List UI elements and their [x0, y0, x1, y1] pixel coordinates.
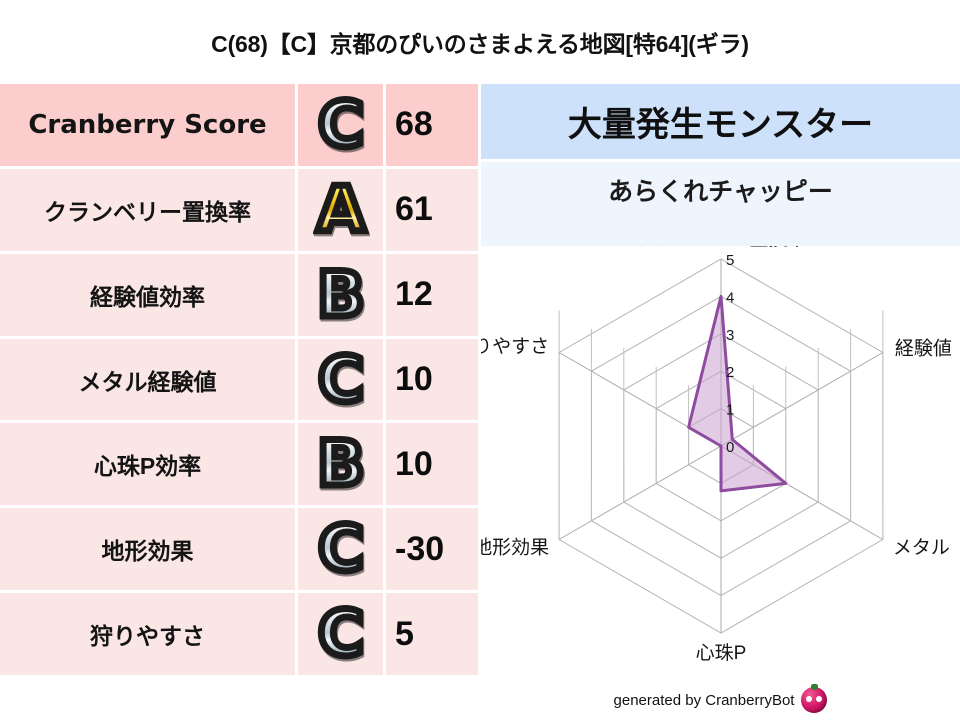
radar-axis-labels: クランベリー置換率経験値メタル心珠P 地形効果 狩りやすさ — [481, 246, 952, 664]
radar-axis-label: クランベリー置換率 — [635, 246, 806, 250]
footer-text: generated by CranberryBot — [613, 691, 795, 709]
stat-label: メタル経験値 — [0, 338, 295, 421]
grade-badge: A — [298, 168, 383, 251]
cranberry-icon — [801, 684, 828, 713]
radar-svg: 0 1 2 3 4 5 クランベリー置換率経験値メタル心珠P 地形効果 狩りやすさ — [481, 246, 952, 664]
radar-spoke — [720, 352, 884, 447]
radar-tick-label: 5 — [726, 252, 734, 269]
grade-badge: C — [298, 508, 383, 591]
radar-chart: 0 1 2 3 4 5 クランベリー置換率経験値メタル心珠P 地形効果 狩りやすさ — [481, 246, 960, 676]
radar-tick-label: 0 — [726, 439, 734, 456]
table-row: 狩りやすさ C 5 — [0, 593, 478, 678]
stat-value: 68 — [386, 84, 478, 166]
radar-axis-label: メタル — [893, 537, 950, 559]
radar-tick-label: 3 — [726, 327, 734, 344]
grade-letter: B — [314, 427, 368, 501]
grade-letter: C — [315, 512, 367, 586]
stat-value: 10 — [386, 338, 478, 421]
grade-letter: C — [315, 342, 367, 416]
table-row: 経験値効率 B 12 — [0, 253, 478, 339]
table-row: 心珠P効率 B 10 — [0, 423, 478, 508]
radar-spoke — [558, 445, 722, 540]
page-title: C(68)【C】京都のぴいのさまよえる地図[特64](ギラ) — [211, 31, 749, 57]
table-row: クランベリー置換率 A 61 — [0, 168, 478, 254]
radar-tick-label: 2 — [726, 364, 734, 381]
stat-label: 経験値効率 — [0, 253, 295, 336]
footer: generated by CranberryBot — [481, 682, 960, 718]
radar-series-polygon — [687, 294, 788, 493]
grade-badge: C — [298, 338, 383, 421]
stat-label: Cranberry Score — [0, 84, 295, 166]
grade-letter: A — [314, 172, 369, 246]
stat-value: 61 — [386, 168, 478, 251]
stat-label: 心珠P効率 — [0, 423, 295, 506]
grade-letter: C — [315, 597, 367, 671]
grade-letter: B — [314, 257, 368, 331]
table-row: メタル経験値 C 10 — [0, 338, 478, 424]
grade-badge: B — [298, 253, 383, 336]
radar-ticks: 0 1 2 3 4 5 — [726, 252, 734, 456]
radar-series — [687, 294, 788, 493]
radar-axis-label: 地形効果 — [481, 537, 549, 559]
monster-panel: 大量発生モンスター あらくれチャッピー 0 1 2 3 4 5 クランベリー置換率経験値メ… — [481, 84, 960, 720]
radar-axis-label: 狩りやすさ — [481, 336, 549, 358]
radar-axis-label: 経験値 — [895, 338, 952, 360]
monster-heading: 大量発生モンスター — [481, 84, 960, 159]
grade-letter: C — [315, 87, 367, 161]
stat-table: Cranberry Score C 68 クランベリー置換率 A 61 経験値効… — [0, 84, 478, 678]
stat-value: 5 — [386, 593, 478, 676]
stat-value: -30 — [386, 508, 478, 591]
stat-label: 狩りやすさ — [0, 593, 295, 676]
table-row: 地形効果 C -30 — [0, 508, 478, 593]
monster-name: あらくれチャッピー — [481, 162, 960, 246]
radar-axis-label: 心珠P — [696, 642, 747, 664]
grade-badge: C — [298, 593, 383, 676]
stat-label: 地形効果 — [0, 508, 295, 591]
stat-value: 12 — [386, 253, 478, 336]
grade-badge: B — [298, 423, 383, 506]
radar-tick-label: 4 — [726, 289, 734, 306]
radar-tick-label: 1 — [726, 402, 734, 419]
stat-label: クランベリー置換率 — [0, 168, 295, 251]
table-row: Cranberry Score C 68 — [0, 84, 478, 169]
grade-badge: C — [298, 84, 383, 166]
stat-value: 10 — [386, 423, 478, 506]
content-board: Cranberry Score C 68 クランベリー置換率 A 61 経験値効… — [0, 84, 960, 720]
